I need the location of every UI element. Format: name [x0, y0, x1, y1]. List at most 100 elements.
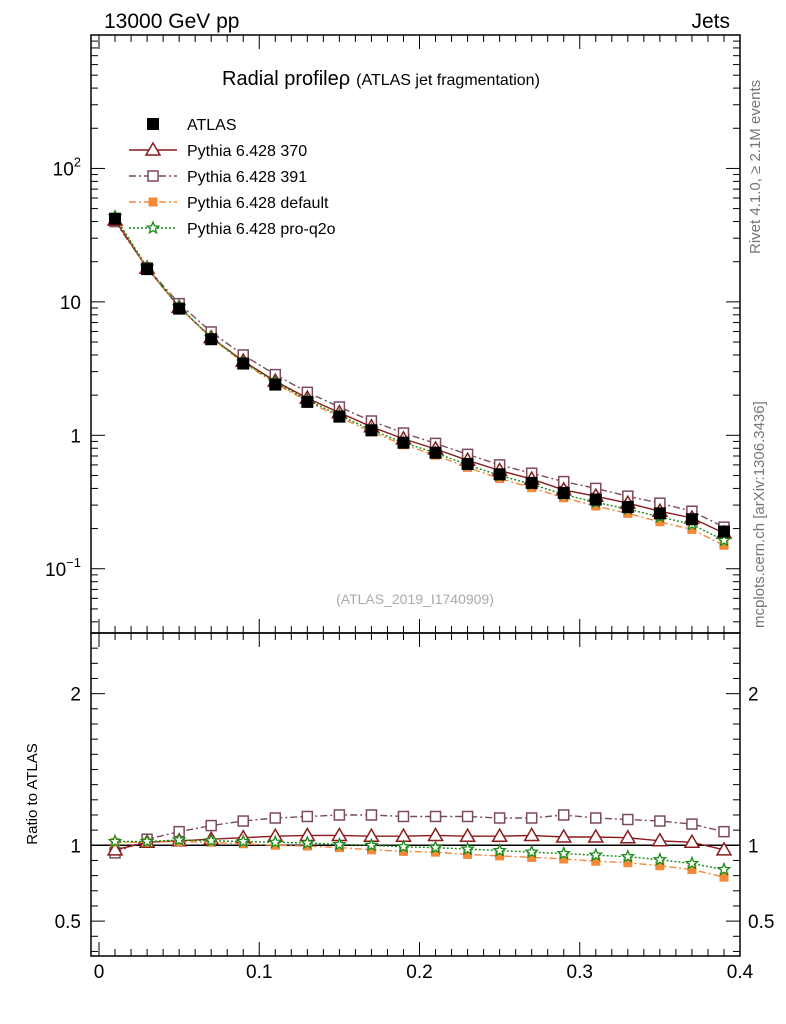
ratio-point-pdefault — [463, 849, 473, 859]
rivet-version-label: Rivet 4.1.0, ≥ 2.1M events — [747, 80, 764, 254]
legend-marker-pdefault — [148, 197, 158, 207]
ratio-point-p370 — [619, 829, 637, 844]
ratio-line-pq2o — [115, 839, 725, 871]
data-point-atlas — [269, 378, 282, 391]
ratio-point-pq2o — [364, 837, 379, 852]
series-pq2o — [107, 208, 732, 547]
ratio-point-pq2o — [139, 833, 155, 848]
ratio-line-pdefault — [115, 840, 725, 878]
main-series-layer — [106, 208, 733, 550]
plot-title: Radial profileρ (ATLAS jet fragmentation) — [222, 68, 540, 90]
data-point-atlas — [685, 513, 698, 526]
legend-item-p391: Pythia 6.428 391 — [129, 169, 307, 186]
ratio-series-p391 — [109, 809, 730, 859]
data-point-atlas — [301, 395, 314, 408]
ratio-point-pq2o — [652, 851, 668, 866]
data-point-pdefault — [719, 540, 729, 550]
ratio-point-pq2o — [331, 836, 347, 851]
ratio-point-p391 — [205, 819, 217, 832]
x-tick-label: 0.4 — [727, 962, 754, 983]
ratio-point-p370 — [683, 833, 701, 849]
series-p370 — [106, 211, 733, 539]
ratio-point-pdefault — [655, 861, 665, 871]
main-y-tick-label: 10−1 — [45, 555, 81, 581]
x-tick-label: 0.2 — [406, 962, 432, 983]
legend-item-pq2o: Pythia 6.428 pro-q2o — [129, 220, 336, 238]
legend-label-pq2o: Pythia 6.428 pro-q2o — [187, 221, 336, 238]
ratio-y-tick-label: 2 — [70, 685, 81, 706]
ratio-point-pq2o — [684, 855, 700, 870]
data-point-atlas — [653, 507, 666, 520]
ratio-point-p391 — [493, 812, 506, 824]
data-point-atlas — [557, 486, 570, 499]
ratio-point-pq2o — [235, 833, 251, 848]
header-energy-label: 13000 GeV pp — [104, 10, 239, 33]
series-line-p370 — [114, 219, 725, 534]
legend: ATLAS Pythia 6.428 370 Pythia 6.428 391 Pyt… — [129, 117, 336, 238]
plot-title-rho: ρ — [339, 68, 350, 90]
ratio-point-pq2o — [203, 832, 219, 848]
data-point-pdefault — [687, 524, 697, 534]
ratio-point-p391 — [397, 810, 410, 823]
legend-label-p370: Pythia 6.428 370 — [187, 143, 307, 160]
ratio-point-p391 — [718, 825, 730, 838]
ratio-axis-ticks: 0 0.1 0.2 0.3 0.4 0.5 0.5 1 1 2 2 — [55, 35, 774, 983]
main-axis-ticks: 10−1 1 10 102 — [45, 34, 740, 623]
x-tick-label: 0 — [94, 962, 105, 983]
legend-marker-atlas — [147, 118, 159, 130]
ratio-point-pdefault — [398, 846, 408, 856]
data-point-atlas — [493, 468, 506, 481]
ratio-point-p391 — [333, 809, 346, 821]
legend-label-atlas: ATLAS — [187, 117, 237, 134]
series-pdefault — [110, 212, 729, 550]
data-point-atlas — [141, 263, 154, 276]
ratio-point-pq2o — [716, 861, 732, 876]
ratio-series-pdefault — [110, 837, 729, 882]
x-tick-label: 0.1 — [246, 962, 272, 983]
legend-label-p391: Pythia 6.428 391 — [187, 169, 307, 186]
ratio-y-tick-label-right: 0.5 — [748, 912, 774, 933]
ratio-point-pq2o — [588, 847, 604, 862]
ratio-series-layer — [106, 809, 733, 882]
ratio-y-tick-label-right: 1 — [748, 836, 759, 857]
ratio-point-p391 — [686, 818, 698, 830]
main-y-tick-label: 1 — [70, 426, 81, 447]
data-point-pq2o — [716, 532, 732, 547]
ratio-point-pq2o — [428, 839, 443, 854]
ratio-point-pq2o — [396, 839, 411, 854]
analysis-watermark: (ATLAS_2019_I1740909) — [336, 591, 494, 607]
ratio-point-pq2o — [171, 832, 187, 847]
ratio-point-p391 — [654, 815, 666, 827]
ratio-point-pq2o — [620, 848, 636, 863]
ratio-point-p391 — [269, 812, 282, 824]
ratio-point-p391 — [365, 809, 378, 821]
data-point-pdefault — [623, 508, 633, 518]
ratio-point-pdefault — [431, 847, 441, 857]
ratio-point-p391 — [525, 812, 538, 824]
ratio-point-p391 — [237, 815, 249, 827]
ratio-point-pdefault — [719, 872, 729, 882]
ratio-point-p370 — [587, 828, 605, 843]
data-point-atlas — [621, 501, 634, 514]
ratio-panel-frame — [90, 632, 741, 957]
ratio-point-pq2o — [267, 834, 283, 849]
source-label: mcplots.cern.ch [arXiv:1306.3436] — [751, 401, 768, 628]
ratio-point-p391 — [557, 809, 570, 821]
ratio-point-pdefault — [623, 858, 633, 868]
series-line-p391 — [114, 221, 725, 528]
ratio-point-p391 — [461, 810, 474, 823]
series-p391 — [109, 215, 730, 533]
data-point-atlas — [365, 424, 378, 437]
ratio-point-pdefault — [591, 856, 601, 866]
data-point-pdefault — [655, 517, 665, 527]
ratio-point-pdefault — [366, 845, 376, 855]
ratio-point-pdefault — [687, 865, 697, 875]
ratio-point-pdefault — [495, 851, 505, 861]
ratio-point-p391 — [429, 810, 442, 823]
plot-title-main: Radial profile — [222, 68, 339, 90]
ratio-point-p391 — [622, 813, 634, 826]
ratio-y-tick-label: 1 — [70, 836, 81, 857]
ratio-point-pq2o — [492, 842, 508, 857]
ratio-point-pdefault — [527, 852, 537, 862]
